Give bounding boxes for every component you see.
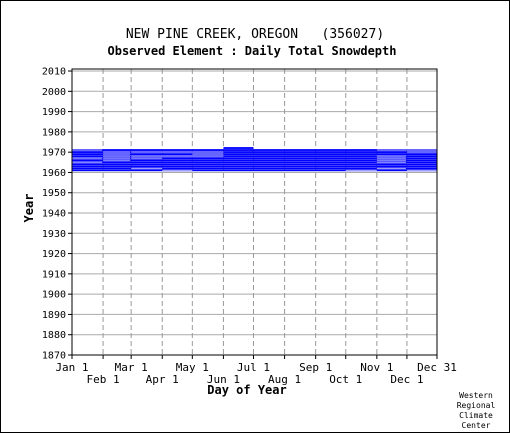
y-axis-label: Year — [22, 194, 36, 223]
plot-border — [71, 68, 438, 356]
x-tick-label-bottom: Apr 1 — [146, 373, 179, 386]
data-gap — [103, 153, 131, 155]
x-tick-label-bottom: Feb 1 — [87, 373, 120, 386]
data-gap — [345, 170, 377, 171]
y-tick-label: 1930 — [42, 229, 66, 240]
chart-subtitle: Observed Element : Daily Total Snowdepth — [108, 44, 397, 58]
x-axis-label: Day of Year — [207, 383, 286, 397]
x-tick-label-top: Jul 1 — [237, 361, 270, 374]
credit-line-2: Regional — [457, 401, 496, 410]
data-gap — [406, 170, 437, 171]
x-tick-label-bottom: Jun 1 — [207, 373, 240, 386]
x-tick-label-bottom: Dec 1 — [390, 373, 423, 386]
x-tick-label-top: Nov 1 — [360, 361, 393, 374]
data-gap — [406, 151, 437, 153]
y-tick-label: 2000 — [42, 87, 66, 98]
y-tick-label: 1970 — [42, 148, 66, 159]
data-bar — [223, 147, 254, 149]
y-tick-label: 1940 — [42, 209, 66, 220]
credit-line-3: Climate — [459, 411, 493, 420]
data-bar — [72, 169, 437, 172]
data-gap — [162, 170, 193, 171]
data-bar — [72, 161, 437, 164]
data-gap — [103, 151, 131, 153]
y-tick-label: 1890 — [42, 310, 66, 321]
credit-block: Western Regional Climate Center — [457, 391, 496, 430]
data-gap — [131, 157, 163, 159]
plot-area: 1870 1880 1890 1900 1910 1920 1930 1940 1950 1960… — [42, 67, 457, 386]
data-gap — [72, 161, 103, 163]
y-tick-label: 1900 — [42, 290, 66, 301]
y-tick-label: 2010 — [42, 67, 66, 78]
x-tick-label-top: Dec 31 — [417, 361, 457, 374]
credit-line-1: Western — [459, 391, 493, 400]
data-bar — [72, 163, 437, 166]
x-tick-label-bottom: Oct 1 — [329, 373, 362, 386]
data-gap — [376, 159, 406, 161]
data-bar — [72, 165, 437, 168]
data-gap — [376, 157, 406, 159]
x-tick-label-top: Mar 1 — [115, 361, 148, 374]
data-bar — [72, 167, 437, 170]
data-gap — [72, 149, 103, 151]
data-gap — [103, 155, 131, 157]
y-tick-label: 1980 — [42, 127, 66, 138]
data-gap — [103, 159, 131, 161]
y-tick-label: 1870 — [42, 351, 66, 362]
data-gap — [72, 157, 103, 159]
x-tick-label-top: May 1 — [176, 361, 209, 374]
y-tick-label: 1950 — [42, 188, 66, 199]
data-bar — [72, 155, 437, 158]
data-gap — [192, 153, 224, 155]
y-tick-label: 1910 — [42, 269, 66, 280]
data-gap — [376, 161, 406, 163]
x-tick-label-bottom: Aug 1 — [268, 373, 301, 386]
data-gap — [131, 167, 163, 169]
data-bar — [72, 157, 437, 160]
data-gap — [131, 155, 224, 157]
y-tick-label: 1960 — [42, 168, 66, 179]
data-gap — [103, 157, 131, 159]
credit-line-4: Center — [462, 421, 491, 430]
data-bar — [72, 153, 437, 156]
data-bar — [72, 151, 437, 153]
data-gap — [376, 167, 406, 169]
x-tick-label-top: Jan 1 — [55, 361, 88, 374]
y-tick-label: 1920 — [42, 249, 66, 260]
y-tick-label: 1880 — [42, 330, 66, 341]
plot-background — [72, 69, 437, 355]
y-tick-label: 1990 — [42, 107, 66, 118]
data-gap — [376, 149, 437, 151]
chart-title: NEW PINE CREEK, OREGON (356027) — [126, 27, 384, 42]
x-tick-label-top: Sep 1 — [299, 361, 332, 374]
data-bar — [72, 159, 437, 162]
data-gap — [131, 151, 224, 153]
data-bar — [72, 149, 437, 151]
data-gap — [376, 155, 406, 157]
